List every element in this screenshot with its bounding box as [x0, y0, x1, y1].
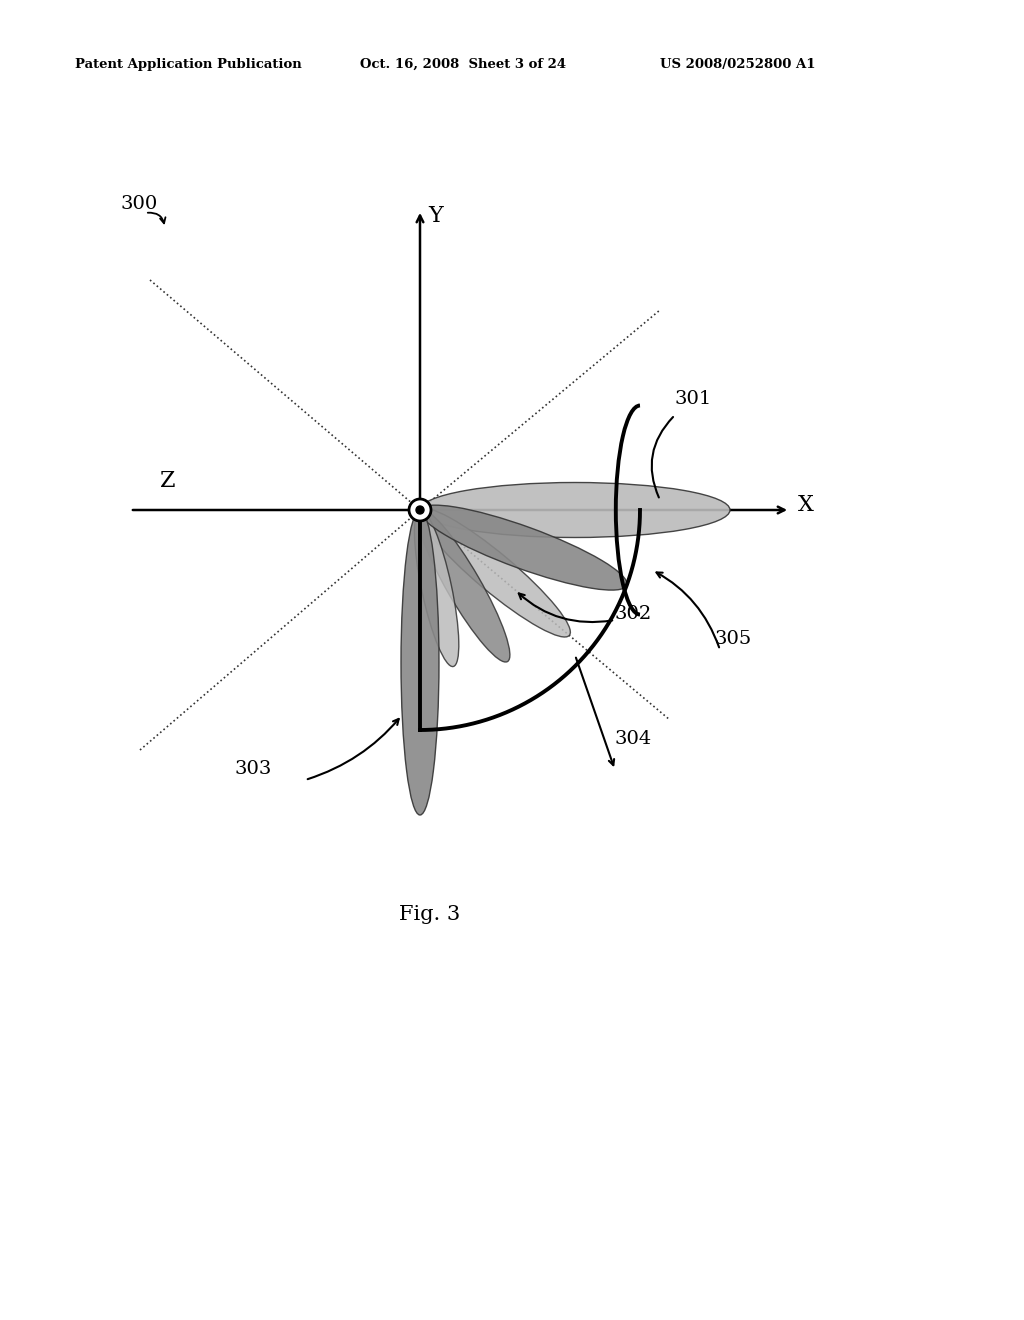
Ellipse shape	[420, 483, 730, 537]
Ellipse shape	[415, 510, 459, 667]
Text: Y: Y	[428, 205, 442, 227]
Text: 301: 301	[675, 389, 713, 408]
Text: X: X	[798, 494, 814, 516]
Ellipse shape	[401, 510, 439, 814]
Text: 304: 304	[615, 730, 652, 748]
Text: Z: Z	[160, 470, 176, 492]
Ellipse shape	[419, 508, 570, 638]
Circle shape	[416, 506, 424, 513]
Text: 300: 300	[120, 195, 158, 213]
Text: US 2008/0252800 A1: US 2008/0252800 A1	[660, 58, 815, 71]
Ellipse shape	[418, 510, 510, 663]
Text: Oct. 16, 2008  Sheet 3 of 24: Oct. 16, 2008 Sheet 3 of 24	[360, 58, 566, 71]
Ellipse shape	[420, 506, 627, 590]
Text: Patent Application Publication: Patent Application Publication	[75, 58, 302, 71]
Text: 305: 305	[715, 630, 753, 648]
Circle shape	[409, 499, 431, 521]
Text: Fig. 3: Fig. 3	[399, 906, 461, 924]
Text: 302: 302	[615, 605, 652, 623]
Text: 303: 303	[234, 760, 272, 777]
